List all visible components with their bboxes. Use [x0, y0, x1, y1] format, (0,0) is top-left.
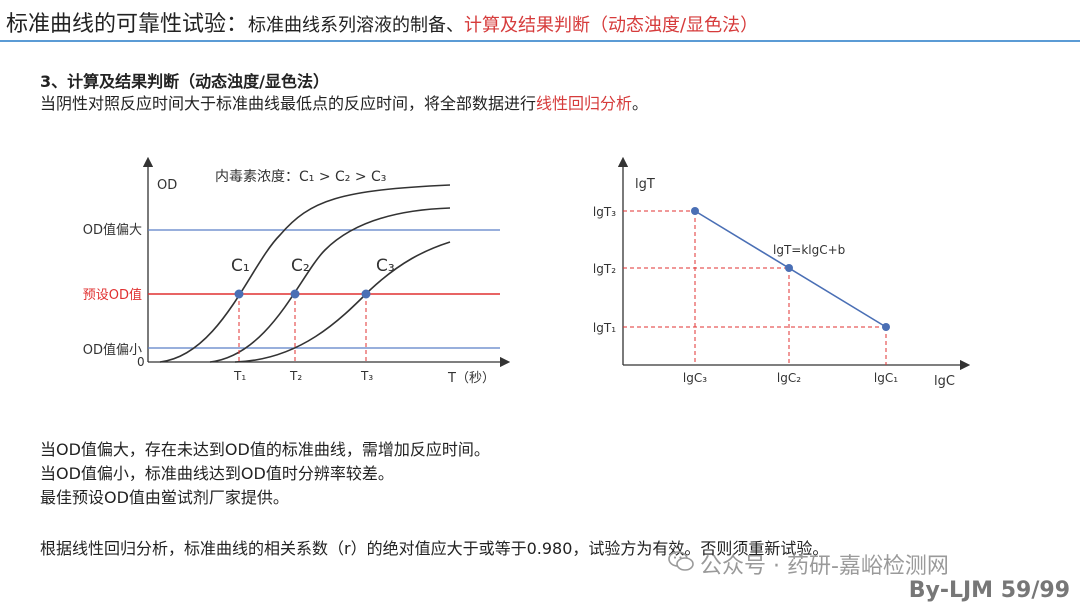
note-line-3: 最佳预设OD值由鲎试剂厂家提供。: [40, 488, 289, 507]
lgt-lgc-chart: lgT lgC lgT=klgC+b lgT₃ lgT₂ lgT₁ lgC₃ l…: [593, 156, 971, 389]
curve-c2: [209, 207, 451, 363]
curve-c1: [159, 184, 451, 363]
tick-label-t2: T₂: [289, 369, 302, 383]
point-c1: [882, 323, 890, 331]
curve-c3: [234, 241, 451, 363]
conclusion-text: 根据线性回归分析，标准曲线的相关系数（r）的绝对值应大于或等于0.980，试验方…: [40, 539, 829, 558]
tick-label-t3: T₃: [360, 369, 373, 383]
point-c2: [290, 289, 300, 299]
x-axis-label: lgC: [934, 374, 955, 389]
od-time-chart: OD 内毒素浓度：C₁ > C₂ > C₃ 0 T（秒） OD值偏大 预设OD值…: [83, 156, 511, 386]
point-c3: [361, 289, 371, 299]
legend-text: 内毒素浓度：C₁ > C₂ > C₃: [215, 169, 386, 185]
od-low-label: OD值偏小: [83, 342, 142, 358]
curve-label-c1: C₁: [231, 256, 250, 276]
origin-label: 0: [137, 355, 145, 369]
y-tick-t2: lgT₂: [593, 262, 616, 276]
note-line-1: 当OD值偏大，存在未达到OD值的标准曲线，需增加反应时间。: [40, 440, 490, 459]
curve-label-c2: C₂: [291, 256, 310, 276]
section-text-before: 当阴性对照反应时间大于标准曲线最低点的反应时间，将全部数据进行: [40, 94, 537, 113]
section-text-after: 。: [632, 94, 649, 113]
curve-label-c3: C₃: [376, 256, 395, 276]
title-red: 计算及结果判断（动态浊度/显色法）: [464, 15, 759, 36]
title-bar: 标准曲线的可靠性试验：标准曲线系列溶液的制备、计算及结果判断（动态浊度/显色法）: [0, 0, 1080, 40]
x-tick-c2: lgC₂: [777, 371, 801, 385]
equation-label: lgT=klgC+b: [773, 243, 845, 257]
point-c2: [785, 264, 793, 272]
section-text: 当阴性对照反应时间大于标准曲线最低点的反应时间，将全部数据进行线性回归分析。: [40, 90, 648, 114]
point-c1: [234, 289, 244, 299]
note-line-2: 当OD值偏小，标准曲线达到OD值时分辨率较差。: [40, 464, 394, 483]
x-tick-c1: lgC₁: [874, 371, 898, 385]
y-tick-t1: lgT₁: [593, 321, 616, 335]
title-main: 标准曲线的可靠性试验：: [6, 12, 249, 37]
watermark: 公众号 · 药研-嘉峪检测网: [700, 554, 949, 579]
wechat-icon: [668, 551, 694, 571]
y-axis-label: lgT: [635, 177, 655, 192]
x-axis-label: T（秒）: [447, 371, 495, 386]
page-number: By-LJM 59/99: [908, 578, 1070, 603]
section-text-red: 线性回归分析: [536, 94, 633, 113]
section-heading: 3、计算及结果判断（动态浊度/显色法）: [40, 72, 329, 91]
tick-label-t1: T₁: [233, 369, 246, 383]
od-high-label: OD值偏大: [83, 222, 142, 238]
point-c3: [691, 207, 699, 215]
title-divider: [0, 40, 1080, 42]
page-title: 标准曲线的可靠性试验：标准曲线系列溶液的制备、计算及结果判断（动态浊度/显色法）: [6, 6, 758, 38]
y-tick-t3: lgT₃: [593, 205, 616, 219]
od-preset-label: 预设OD值: [83, 287, 142, 303]
title-sub: 标准曲线系列溶液的制备、: [248, 15, 465, 36]
y-axis-label: OD: [157, 178, 177, 193]
x-tick-c3: lgC₃: [683, 371, 707, 385]
